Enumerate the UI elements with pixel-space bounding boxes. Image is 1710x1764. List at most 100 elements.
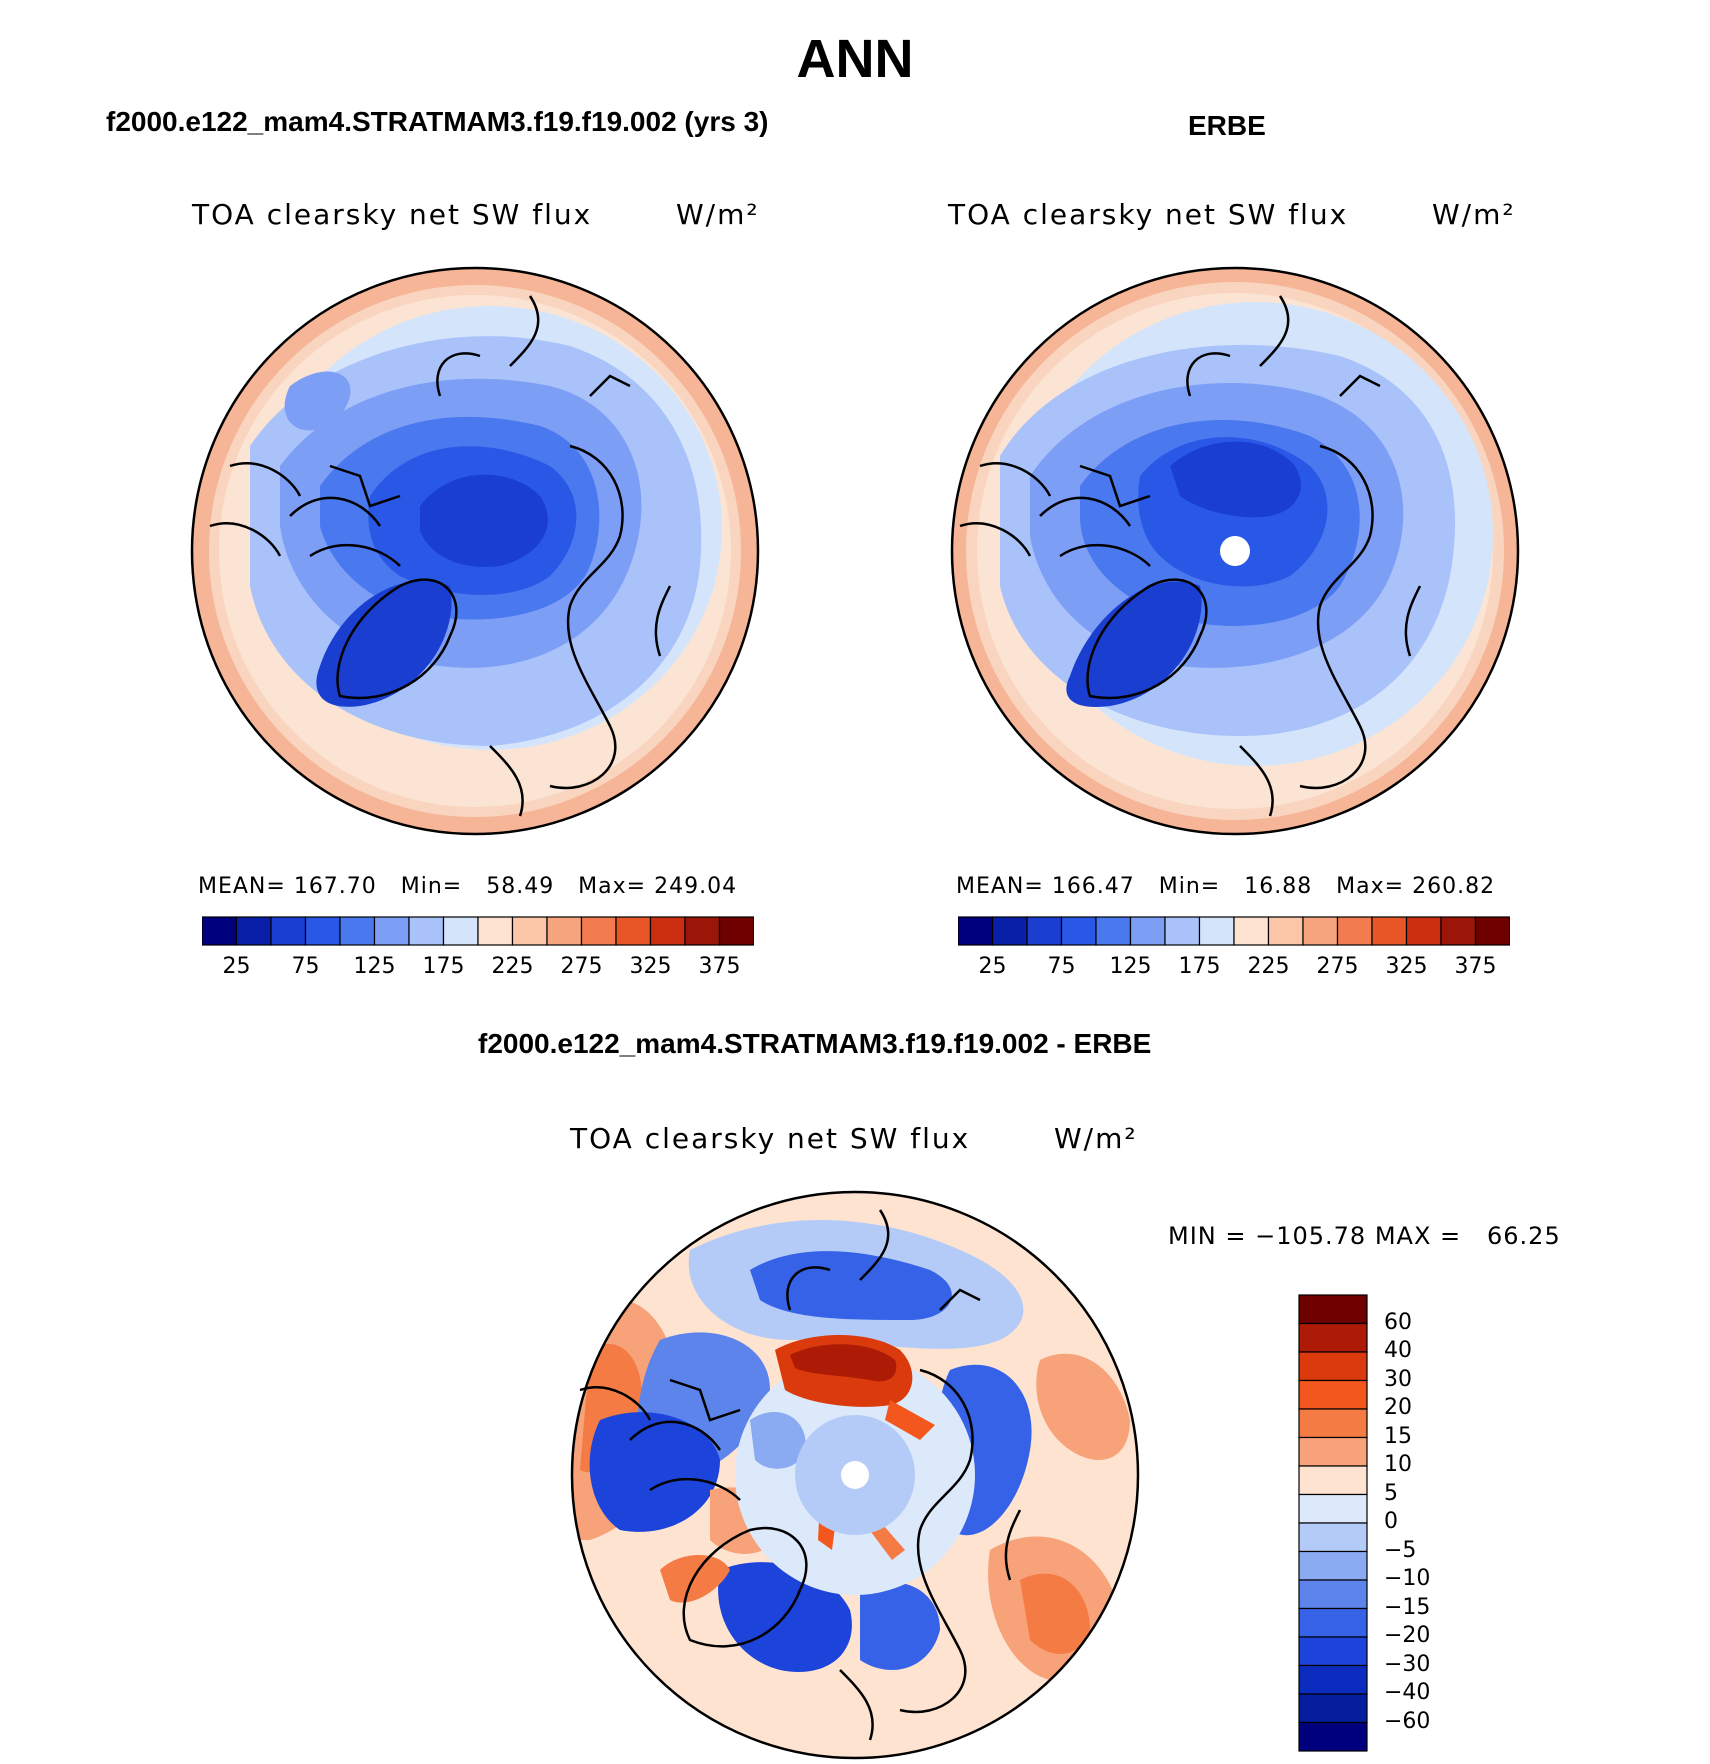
- colorbar-difference-swatch: [1298, 1693, 1368, 1724]
- panel3-units: W/m²: [1054, 1122, 1138, 1155]
- colorbar-erbe-tick-label: 125: [1109, 954, 1152, 979]
- panel2-units: W/m²: [1432, 198, 1516, 231]
- colorbar-erbe-tick-label: 375: [1454, 954, 1497, 979]
- colorbar-erbe-swatch: [1164, 916, 1201, 946]
- colorbar-difference-swatch: [1298, 1322, 1368, 1353]
- colorbar-erbe-swatch: [958, 916, 994, 946]
- colorbar-model-tick-label: 275: [560, 954, 603, 979]
- panel3-case-title: f2000.e122_mam4.STRATMAM3.f19.f19.002 - …: [478, 1028, 1152, 1059]
- panel2-case-title: ERBE: [1188, 110, 1266, 141]
- colorbar-difference-swatch: [1298, 1664, 1368, 1695]
- panel1-units: W/m²: [676, 198, 760, 231]
- colorbar-model-swatch: [580, 916, 617, 946]
- colorbar-difference-tick-label: 40: [1384, 1338, 1412, 1363]
- map-model: [190, 266, 760, 836]
- colorbar-difference-swatch: [1298, 1379, 1368, 1410]
- colorbar-model-tick-label: 125: [353, 954, 396, 979]
- colorbar-erbe-swatch: [1060, 916, 1097, 946]
- colorbar-erbe-tick-label: 25: [978, 954, 1007, 979]
- colorbar-erbe-tick-label: 325: [1385, 954, 1428, 979]
- colorbar-difference-swatch: [1298, 1721, 1368, 1752]
- colorbar-erbe-labels: 25 75 125 175 225 275 325 375: [958, 954, 1510, 984]
- colorbar-model-swatch: [339, 916, 376, 946]
- colorbar-model-swatch: [546, 916, 583, 946]
- colorbar-model-swatch: [373, 916, 410, 946]
- colorbar-difference-swatch: [1298, 1607, 1368, 1638]
- panel1-case-title: f2000.e122_mam4.STRATMAM3.f19.f19.002 (y…: [106, 106, 769, 137]
- colorbar-difference-tick-label: −20: [1384, 1623, 1431, 1648]
- colorbar-difference-swatch: [1298, 1465, 1368, 1496]
- colorbar-difference-swatch: [1298, 1351, 1368, 1382]
- panel2-stats: MEAN= 166.47 Min= 16.88 Max= 260.82: [956, 874, 1496, 899]
- colorbar-difference-tick-label: −15: [1384, 1594, 1431, 1620]
- colorbar-difference-tick-label: 60: [1384, 1309, 1412, 1335]
- colorbar-erbe-swatch: [1198, 916, 1235, 946]
- colorbar-difference-tick-label: −60: [1384, 1708, 1431, 1734]
- colorbar-difference-tick-label: 10: [1384, 1452, 1412, 1477]
- colorbar-erbe-swatch: [1233, 916, 1270, 946]
- map-erbe: [950, 266, 1520, 836]
- colorbar-model-swatch: [304, 916, 341, 946]
- colorbar-model-tick-label: 375: [698, 954, 741, 979]
- colorbar-model-swatch: [477, 916, 514, 946]
- colorbar-model-tick-label: 25: [222, 954, 251, 979]
- colorbar-erbe-swatch: [1474, 916, 1510, 946]
- colorbar-erbe-swatch: [1405, 916, 1442, 946]
- panel1-field-title: TOA clearsky net SW flux: [192, 198, 593, 231]
- colorbar-erbe: [958, 916, 1510, 946]
- colorbar-difference-swatch: [1298, 1636, 1368, 1667]
- colorbar-model-tick-label: 75: [291, 954, 320, 979]
- colorbar-erbe-swatch: [1026, 916, 1063, 946]
- colorbar-difference-swatch: [1298, 1579, 1368, 1610]
- colorbar-model-swatch: [684, 916, 721, 946]
- colorbar-model-swatch: [270, 916, 307, 946]
- colorbar-model-swatch: [442, 916, 479, 946]
- colorbar-difference-swatch: [1298, 1522, 1368, 1553]
- colorbar-erbe-swatch: [1371, 916, 1408, 946]
- colorbar-difference-swatch: [1298, 1550, 1368, 1581]
- colorbar-erbe-swatch: [1336, 916, 1373, 946]
- colorbar-erbe-tick-label: 75: [1047, 954, 1076, 979]
- colorbar-model-labels: 25 75 125 175 225 275 325 375: [202, 954, 754, 984]
- colorbar-difference-tick-label: 30: [1384, 1366, 1412, 1392]
- colorbar-difference-tick-label: 5: [1384, 1480, 1398, 1506]
- colorbar-difference: [1298, 1294, 1368, 1752]
- colorbar-erbe-swatch: [1440, 916, 1477, 946]
- colorbar-model-swatch: [718, 916, 754, 946]
- panel3-stats: MIN = −105.78 MAX = 66.25: [1168, 1222, 1561, 1250]
- colorbar-difference-swatch: [1298, 1408, 1368, 1439]
- colorbar-model-swatch: [202, 916, 238, 946]
- colorbar-difference-tick-label: −30: [1384, 1651, 1431, 1677]
- colorbar-model-tick-label: 225: [491, 954, 534, 979]
- colorbar-model: [202, 916, 754, 946]
- colorbar-erbe-tick-label: 225: [1247, 954, 1290, 979]
- colorbar-model-tick-label: 175: [422, 954, 465, 979]
- colorbar-difference-tick-label: −10: [1384, 1566, 1431, 1591]
- figure-title: ANN: [796, 29, 914, 89]
- panel3-field-title: TOA clearsky net SW flux: [570, 1122, 971, 1155]
- panel2-field-title: TOA clearsky net SW flux: [948, 198, 1349, 231]
- colorbar-difference-swatch: [1298, 1294, 1368, 1325]
- colorbar-difference-swatch: [1298, 1436, 1368, 1467]
- colorbar-model-swatch: [649, 916, 686, 946]
- colorbar-erbe-swatch: [1129, 916, 1166, 946]
- colorbar-model-swatch: [511, 916, 548, 946]
- colorbar-erbe-tick-label: 175: [1178, 954, 1221, 979]
- colorbar-difference-tick-label: 0: [1384, 1509, 1398, 1534]
- colorbar-model-tick-label: 325: [629, 954, 672, 979]
- colorbar-difference-tick-label: 20: [1384, 1395, 1412, 1420]
- colorbar-difference-labels: 60 40 30 20 15 10 5 0 −5 −10 −15 −20 −30 −40 −60: [1384, 1294, 1474, 1754]
- colorbar-erbe-tick-label: 275: [1316, 954, 1359, 979]
- colorbar-erbe-swatch: [991, 916, 1028, 946]
- colorbar-erbe-swatch: [1095, 916, 1132, 946]
- colorbar-model-swatch: [408, 916, 445, 946]
- colorbar-model-swatch: [615, 916, 652, 946]
- colorbar-model-swatch: [235, 916, 272, 946]
- colorbar-difference-tick-label: −5: [1384, 1537, 1417, 1563]
- colorbar-erbe-swatch: [1302, 916, 1339, 946]
- colorbar-difference-tick-label: −40: [1384, 1680, 1431, 1705]
- map-difference: [570, 1190, 1140, 1760]
- colorbar-difference-swatch: [1298, 1493, 1368, 1524]
- colorbar-difference-tick-label: 15: [1384, 1423, 1412, 1449]
- colorbar-erbe-swatch: [1267, 916, 1304, 946]
